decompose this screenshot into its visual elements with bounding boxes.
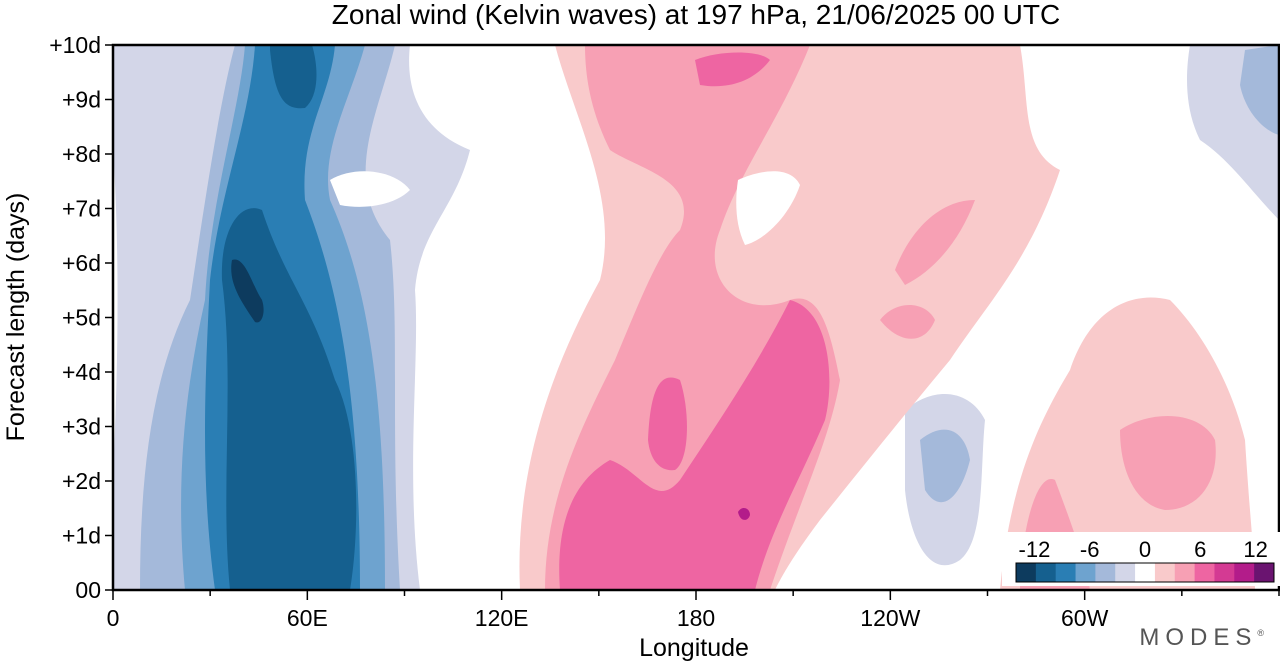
colorbar-tick-label: 0 (1139, 537, 1151, 562)
zero-contour-gap (736, 171, 800, 245)
x-tick-label: 120W (860, 605, 920, 631)
y-tick-label: +3d (62, 414, 101, 440)
colorbar-frame (1015, 562, 1275, 583)
y-tick-label: +7d (62, 196, 101, 222)
colorbar-swatch (1254, 563, 1275, 582)
x-tick-label: 180 (677, 605, 715, 631)
positive-contour-mid (880, 305, 935, 339)
chart-title: Zonal wind (Kelvin waves) at 197 hPa, 21… (332, 0, 1060, 30)
negative-contour-8b (270, 45, 317, 109)
negative-contour-east-2 (920, 429, 970, 503)
colorbar-swatch (1095, 563, 1116, 582)
x-tick-label: 60W (1061, 605, 1109, 631)
x-tick-label: 120E (475, 605, 529, 631)
colorbar-tick-label: 12 (1243, 537, 1267, 562)
modes-logo: MODES® (1139, 624, 1264, 651)
positive-contour-12 (738, 508, 750, 520)
colorbar-swatch (1194, 563, 1215, 582)
y-tick-label: +2d (62, 468, 101, 494)
positive-contour-8b (648, 377, 687, 471)
x-tick-label: 60E (287, 605, 328, 631)
positive-contour-mid-2 (895, 200, 975, 285)
x-axis: 0 60E 120E 180 120W 60W (107, 590, 1280, 631)
positive-contour-east-2 (1120, 416, 1216, 510)
y-tick-label: +10d (49, 32, 101, 58)
colorbar-swatch (1135, 563, 1156, 582)
positive-contour-8 (559, 300, 830, 590)
y-tick-label: +5d (62, 305, 101, 331)
y-axis-label: Forecast length (days) (2, 193, 30, 442)
colorbar-tick-label: 6 (1194, 537, 1206, 562)
positive-contour-8c (695, 52, 770, 87)
y-tick-label: +4d (62, 359, 101, 385)
y-tick-label: +8d (62, 141, 101, 167)
x-tick-label: 0 (107, 605, 120, 631)
colorbar-swatch (1115, 563, 1136, 582)
colorbar-swatch (1234, 563, 1255, 582)
y-axis: 00 +1d +2d +3d +4d +5d +6d +7d +8d +9d +10d (49, 32, 113, 603)
colorbar: -12 -6 0 6 12 (1002, 532, 1280, 586)
colorbar-tick-label: -12 (1019, 537, 1051, 562)
colorbar-swatch (1075, 563, 1096, 582)
colorbar-swatch (1154, 563, 1176, 582)
colorbar-swatch (1016, 563, 1037, 582)
wind-anomaly-field (113, 45, 1279, 590)
negative-contour-ne-2 (1240, 45, 1279, 135)
watermark-text: MODES (1139, 624, 1258, 651)
y-tick-label: +1d (62, 523, 101, 549)
negative-contour-12 (231, 259, 264, 323)
colorbar-swatch (1214, 563, 1235, 582)
x-axis-label: Longitude (639, 634, 749, 662)
y-tick-label: +6d (62, 250, 101, 276)
colorbar-swatch (1055, 563, 1077, 582)
colorbar-swatch (1174, 563, 1196, 582)
colorbar-tick-label: -6 (1080, 537, 1100, 562)
colorbar-swatch (1035, 563, 1057, 582)
y-tick-label: 00 (75, 577, 101, 603)
y-tick-label: +9d (62, 87, 101, 113)
zero-contour-gap-2 (330, 171, 410, 207)
